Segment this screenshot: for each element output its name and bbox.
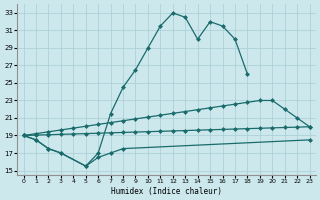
X-axis label: Humidex (Indice chaleur): Humidex (Indice chaleur) <box>111 187 222 196</box>
